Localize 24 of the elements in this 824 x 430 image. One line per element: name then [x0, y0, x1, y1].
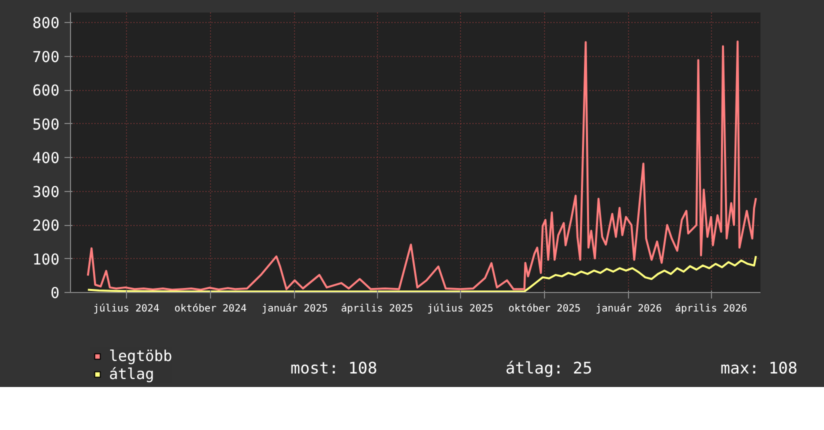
y-tick-label: 600 [32, 82, 60, 100]
text: most: 108 [290, 358, 378, 378]
x-tick-label: július 2025 [427, 304, 494, 314]
y-tick-label: 400 [32, 149, 60, 168]
x-tick-label: január 2026 [596, 304, 662, 314]
x-tick-label: január 2025 [262, 304, 328, 314]
y-tick-label: 500 [32, 115, 60, 134]
x-tick-label: október 2025 [508, 304, 581, 314]
text: átlag: 25 [506, 358, 592, 378]
y-tick-label: 800 [32, 14, 60, 32]
legend-label: átlag [109, 365, 154, 383]
y-tick-label: 200 [32, 216, 60, 235]
legend-label: legtöbb [109, 347, 172, 365]
line-series [86, 40, 757, 291]
text: max: 108 [720, 358, 798, 378]
y-tick-label: 300 [32, 182, 60, 201]
x-tick-label: október 2024 [174, 304, 247, 314]
y-tick-label: 0 [50, 284, 60, 302]
y-tick-label: 700 [32, 48, 60, 66]
x-tick-label: július 2024 [93, 304, 160, 314]
line-series [86, 255, 757, 292]
y-tick-label: 100 [32, 250, 60, 268]
x-tick-label: április 2025 [340, 304, 414, 314]
x-tick-label: április 2026 [674, 304, 748, 314]
